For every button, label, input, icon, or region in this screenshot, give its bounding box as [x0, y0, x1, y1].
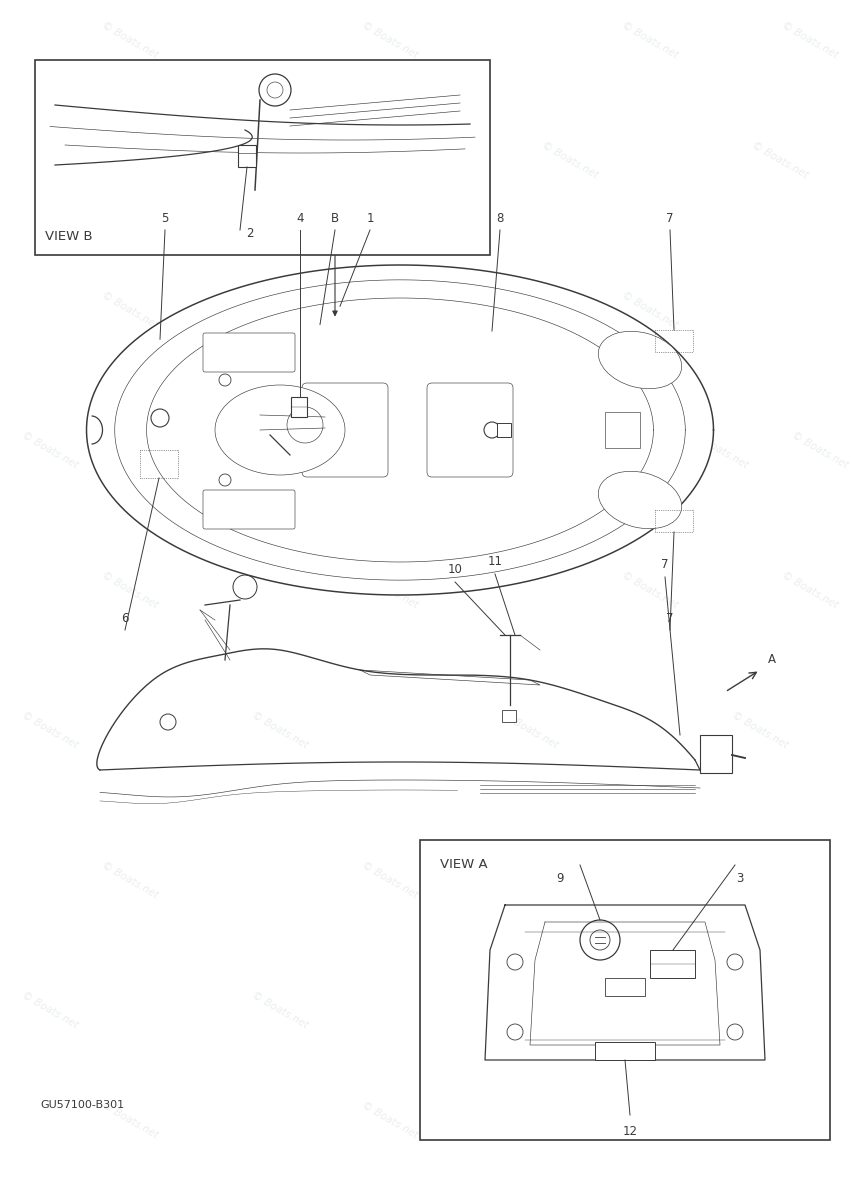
Text: © Boats.net: © Boats.net	[619, 1100, 679, 1140]
Text: © Boats.net: © Boats.net	[230, 430, 290, 470]
Text: © Boats.net: © Boats.net	[100, 570, 160, 610]
Polygon shape	[86, 265, 712, 595]
Text: 1: 1	[366, 212, 373, 226]
Bar	[604, 412, 639, 448]
Text: © Boats.net: © Boats.net	[100, 290, 160, 330]
Text: © Boats.net: © Boats.net	[619, 290, 679, 330]
Text: 4: 4	[296, 212, 303, 226]
Text: 6: 6	[121, 612, 129, 625]
Text: © Boats.net: © Boats.net	[360, 20, 419, 60]
Text: © Boats.net: © Boats.net	[619, 20, 679, 60]
Text: VIEW A: VIEW A	[440, 858, 487, 871]
Text: 3: 3	[735, 872, 743, 886]
Text: © Boats.net: © Boats.net	[360, 290, 419, 330]
Ellipse shape	[597, 472, 681, 529]
Text: © Boats.net: © Boats.net	[749, 140, 809, 180]
Text: B: B	[331, 212, 338, 226]
Text: 7: 7	[665, 612, 673, 625]
Text: © Boats.net: © Boats.net	[100, 20, 160, 60]
Text: 2: 2	[246, 227, 253, 240]
FancyBboxPatch shape	[203, 490, 295, 529]
Text: © Boats.net: © Boats.net	[619, 860, 679, 900]
Text: © Boats.net: © Boats.net	[30, 140, 89, 180]
Text: © Boats.net: © Boats.net	[360, 570, 419, 610]
Text: © Boats.net: © Boats.net	[20, 990, 80, 1030]
Text: 7: 7	[660, 558, 668, 571]
Bar	[649, 950, 694, 978]
Bar	[35, 60, 489, 254]
Text: © Boats.net: © Boats.net	[20, 710, 80, 750]
Bar	[497, 422, 510, 437]
Text: © Boats.net: © Boats.net	[779, 20, 839, 60]
Text: 9: 9	[556, 872, 563, 886]
Text: © Boats.net: © Boats.net	[360, 1100, 419, 1140]
Text: © Boats.net: © Boats.net	[729, 990, 789, 1030]
Text: © Boats.net: © Boats.net	[100, 860, 160, 900]
Text: 5: 5	[161, 212, 169, 226]
Text: © Boats.net: © Boats.net	[499, 990, 559, 1030]
Polygon shape	[485, 905, 764, 1060]
Bar	[604, 978, 644, 996]
Bar	[238, 145, 256, 167]
Bar	[699, 734, 731, 773]
FancyBboxPatch shape	[302, 383, 388, 476]
Text: A: A	[767, 653, 775, 666]
FancyBboxPatch shape	[427, 383, 512, 476]
Bar	[419, 840, 829, 1140]
Text: © Boats.net: © Boats.net	[279, 140, 340, 180]
Text: © Boats.net: © Boats.net	[459, 430, 520, 470]
Ellipse shape	[597, 331, 681, 389]
Text: © Boats.net: © Boats.net	[499, 710, 559, 750]
FancyBboxPatch shape	[203, 332, 295, 372]
Text: © Boats.net: © Boats.net	[729, 710, 789, 750]
Text: © Boats.net: © Boats.net	[789, 430, 849, 470]
Text: © Boats.net: © Boats.net	[539, 140, 599, 180]
Ellipse shape	[215, 385, 344, 475]
Text: © Boats.net: © Boats.net	[250, 990, 309, 1030]
Text: 11: 11	[487, 554, 502, 568]
Text: 7: 7	[665, 212, 673, 226]
Text: © Boats.net: © Boats.net	[779, 570, 839, 610]
Text: © Boats.net: © Boats.net	[619, 570, 679, 610]
Text: VIEW B: VIEW B	[45, 230, 93, 242]
Text: © Boats.net: © Boats.net	[689, 430, 749, 470]
Bar	[291, 397, 307, 416]
Text: 8: 8	[496, 212, 503, 226]
Text: GU57100-B301: GU57100-B301	[40, 1100, 124, 1110]
Text: © Boats.net: © Boats.net	[100, 1100, 160, 1140]
Bar	[502, 710, 515, 722]
Bar	[595, 1042, 654, 1060]
Text: 10: 10	[447, 563, 462, 576]
Text: © Boats.net: © Boats.net	[250, 710, 309, 750]
Text: © Boats.net: © Boats.net	[360, 860, 419, 900]
Text: 12: 12	[622, 1126, 636, 1138]
Text: © Boats.net: © Boats.net	[20, 430, 80, 470]
